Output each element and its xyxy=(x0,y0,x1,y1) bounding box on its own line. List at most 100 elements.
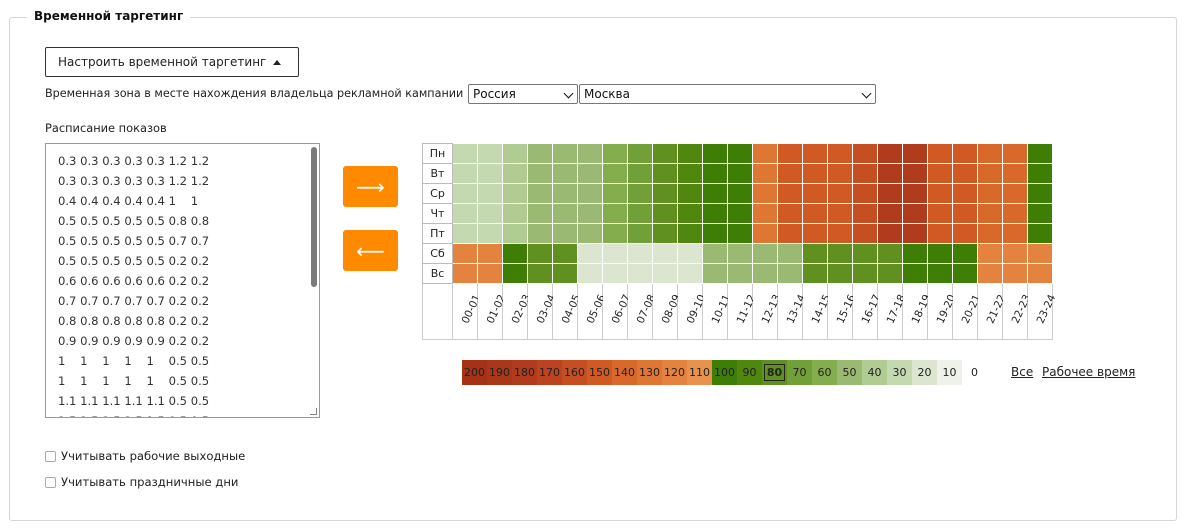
grid-cell[interactable] xyxy=(477,163,503,184)
grid-cell[interactable] xyxy=(702,163,728,184)
grid-cell[interactable] xyxy=(577,203,603,224)
grid-cell[interactable] xyxy=(727,223,753,244)
grid-cell[interactable] xyxy=(752,243,778,264)
legend-swatch[interactable]: 20 xyxy=(912,360,937,385)
legend-swatch[interactable]: 110 xyxy=(687,360,712,385)
grid-cell[interactable] xyxy=(852,143,878,164)
grid-cell[interactable] xyxy=(902,263,928,284)
grid-cell[interactable] xyxy=(577,243,603,264)
schedule-scrollbar[interactable] xyxy=(311,147,317,287)
grid-cell[interactable] xyxy=(777,203,803,224)
grid-cell[interactable] xyxy=(1002,143,1028,164)
grid-cell[interactable] xyxy=(752,263,778,284)
grid-cell[interactable] xyxy=(527,243,553,264)
grid-cell[interactable] xyxy=(827,223,853,244)
grid-cell[interactable] xyxy=(677,163,703,184)
grid-cell[interactable] xyxy=(627,183,653,204)
grid-cell[interactable] xyxy=(502,263,528,284)
grid-cell[interactable] xyxy=(577,263,603,284)
hour-label[interactable]: 00-01 xyxy=(452,283,483,340)
grid-cell[interactable] xyxy=(952,183,978,204)
grid-cell[interactable] xyxy=(727,183,753,204)
grid-cell[interactable] xyxy=(777,263,803,284)
grid-cell[interactable] xyxy=(877,183,903,204)
grid-cell[interactable] xyxy=(977,243,1003,264)
legend-swatch[interactable]: 40 xyxy=(862,360,887,385)
hour-label[interactable]: 07-08 xyxy=(627,283,658,340)
grid-cell[interactable] xyxy=(852,163,878,184)
grid-cell[interactable] xyxy=(802,163,828,184)
grid-cell[interactable] xyxy=(1002,223,1028,244)
grid-cell[interactable] xyxy=(827,143,853,164)
grid-cell[interactable] xyxy=(827,203,853,224)
grid-cell[interactable] xyxy=(977,203,1003,224)
grid-cell[interactable] xyxy=(452,263,478,284)
hour-label[interactable]: 13-14 xyxy=(777,283,808,340)
grid-cell[interactable] xyxy=(877,263,903,284)
day-label[interactable]: Пн xyxy=(422,143,453,164)
grid-cell[interactable] xyxy=(602,223,628,244)
grid-cell[interactable] xyxy=(652,183,678,204)
grid-cell[interactable] xyxy=(1027,143,1053,164)
hour-label[interactable]: 21-22 xyxy=(977,283,1008,340)
grid-cell[interactable] xyxy=(977,143,1003,164)
hour-label[interactable]: 11-12 xyxy=(727,283,758,340)
grid-cell[interactable] xyxy=(452,243,478,264)
day-label[interactable]: Вт xyxy=(422,163,453,184)
day-label[interactable]: Пт xyxy=(422,223,453,244)
grid-cell[interactable] xyxy=(577,143,603,164)
grid-cell[interactable] xyxy=(502,243,528,264)
grid-cell[interactable] xyxy=(977,223,1003,244)
legend-swatch[interactable]: 80 xyxy=(762,360,787,385)
grid-cell[interactable] xyxy=(527,163,553,184)
legend-swatch[interactable]: 170 xyxy=(537,360,562,385)
day-label[interactable]: Ср xyxy=(422,183,453,204)
grid-cell[interactable] xyxy=(852,203,878,224)
grid-cell[interactable] xyxy=(477,223,503,244)
grid-cell[interactable] xyxy=(927,263,953,284)
grid-cell[interactable] xyxy=(1027,263,1053,284)
grid-cell[interactable] xyxy=(827,183,853,204)
day-label[interactable]: Вс xyxy=(422,263,453,284)
grid-cell[interactable] xyxy=(727,203,753,224)
grid-cell[interactable] xyxy=(552,183,578,204)
grid-cell[interactable] xyxy=(652,263,678,284)
grid-cell[interactable] xyxy=(877,223,903,244)
grid-cell[interactable] xyxy=(1027,183,1053,204)
legend-swatch[interactable]: 90 xyxy=(737,360,762,385)
hour-label[interactable]: 12-13 xyxy=(752,283,783,340)
grid-cell[interactable] xyxy=(502,183,528,204)
grid-cell[interactable] xyxy=(877,203,903,224)
grid-cell[interactable] xyxy=(777,183,803,204)
grid-cell[interactable] xyxy=(927,143,953,164)
grid-cell[interactable] xyxy=(477,183,503,204)
grid-cell[interactable] xyxy=(777,143,803,164)
hour-label[interactable]: 18-19 xyxy=(902,283,933,340)
grid-cell[interactable] xyxy=(527,183,553,204)
grid-cell[interactable] xyxy=(602,263,628,284)
grid-cell[interactable] xyxy=(802,223,828,244)
grid-cell[interactable] xyxy=(802,143,828,164)
grid-cell[interactable] xyxy=(902,143,928,164)
grid-cell[interactable] xyxy=(927,163,953,184)
apply-text-to-grid-button[interactable]: ⟶ xyxy=(343,166,398,207)
grid-cell[interactable] xyxy=(627,243,653,264)
grid-cell[interactable] xyxy=(627,143,653,164)
legend-swatch[interactable]: 200 xyxy=(462,360,487,385)
grid-cell[interactable] xyxy=(802,183,828,204)
grid-cell[interactable] xyxy=(952,223,978,244)
checkbox-box[interactable] xyxy=(45,450,56,462)
grid-cell[interactable] xyxy=(852,263,878,284)
grid-cell[interactable] xyxy=(777,243,803,264)
grid-cell[interactable] xyxy=(527,203,553,224)
grid-cell[interactable] xyxy=(702,143,728,164)
hour-label[interactable]: 19-20 xyxy=(927,283,958,340)
grid-cell[interactable] xyxy=(902,223,928,244)
legend-swatch[interactable]: 70 xyxy=(787,360,812,385)
legend-swatch[interactable]: 50 xyxy=(837,360,862,385)
legend-swatch[interactable]: 10 xyxy=(937,360,962,385)
grid-cell[interactable] xyxy=(952,263,978,284)
grid-cell[interactable] xyxy=(577,163,603,184)
city-select[interactable]: Москва xyxy=(579,84,876,104)
hour-label[interactable]: 16-17 xyxy=(852,283,883,340)
